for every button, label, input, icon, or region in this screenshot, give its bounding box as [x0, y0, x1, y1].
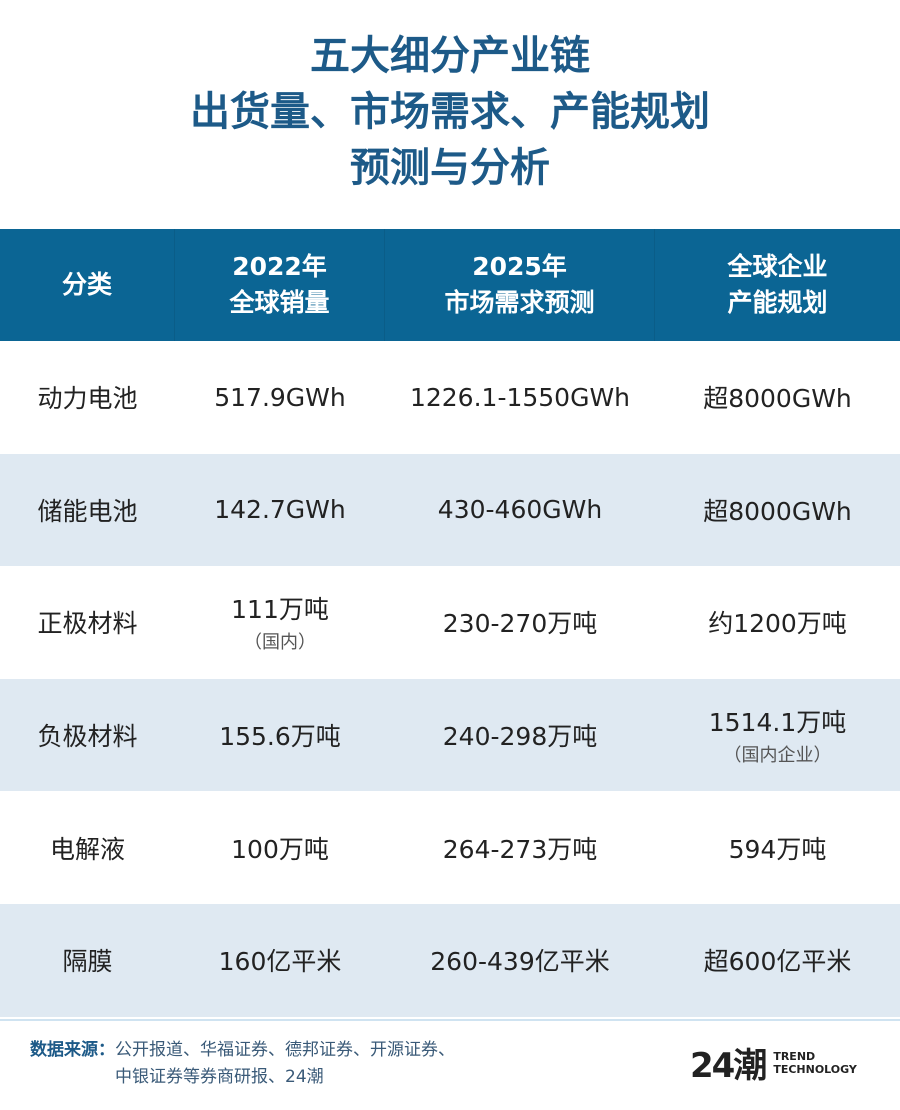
header-text: 产能规划	[727, 288, 828, 317]
cell-value: 负极材料	[37, 722, 138, 752]
cell-value: 约1200万吨	[708, 609, 847, 639]
cell-capacity: 超8000GWh	[655, 454, 900, 567]
header-text: 全球企业	[727, 252, 828, 281]
page-title: 五大细分产业链 出货量、市场需求、产能规划 预测与分析	[0, 28, 900, 196]
cell-capacity: 1514.1万吨 （国内企业）	[655, 679, 900, 792]
table-row: 储能电池 142.7GWh 430-460GWh 超8000GWh	[0, 453, 900, 567]
brand-logo: 24潮 TREND TECHNOLOGY	[690, 1038, 857, 1087]
header-capacity: 全球企业 产能规划	[655, 229, 900, 341]
data-table: 分类 2022年全球销量 2025年市场需求预测 全球企业产能规划 动力电池 51…	[0, 229, 900, 1017]
source-line-1: 公开报道、华福证券、德邦证券、开源证券、	[115, 1040, 455, 1060]
table-row: 动力电池 517.9GWh 1226.1-1550GWh 超8000GWh	[0, 341, 900, 454]
cell-value: 230-270万吨	[442, 609, 598, 639]
cell-demand: 260-439亿平米	[385, 904, 655, 1017]
logo-line-1: TREND	[773, 1049, 816, 1063]
cell-sales: 100万吨	[175, 791, 385, 904]
header-text: 2022年	[232, 252, 327, 281]
cell-demand: 1226.1-1550GWh	[385, 341, 655, 454]
cell-category: 电解液	[0, 791, 175, 904]
cell-category: 正极材料	[0, 566, 175, 679]
cell-demand: 430-460GWh	[385, 454, 655, 567]
cell-value: 储能电池	[37, 496, 138, 526]
table-row: 电解液 100万吨 264-273万吨 594万吨	[0, 791, 900, 904]
table-row: 负极材料 155.6万吨 240-298万吨 1514.1万吨 （国内企业）	[0, 678, 900, 792]
cell-value: 1226.1-1550GWh	[409, 382, 631, 412]
data-source: 数据来源：公开报道、华福证券、德邦证券、开源证券、 中银证券等券商研报、24潮	[30, 1037, 455, 1091]
footer-divider	[0, 1019, 900, 1021]
cell-capacity: 594万吨	[655, 791, 900, 904]
cell-value: 430-460GWh	[437, 495, 603, 525]
cell-sales: 111万吨 （国内）	[175, 566, 385, 679]
header-sales: 2022年全球销量	[175, 229, 385, 341]
cell-value: 594万吨	[728, 834, 827, 864]
cell-value: 超8000GWh	[703, 384, 852, 414]
logo-line-2: TECHNOLOGY	[773, 1062, 857, 1076]
cell-value: 142.7GWh	[214, 495, 346, 525]
header-category: 分类	[0, 229, 175, 341]
cell-value: 超600亿平米	[703, 947, 852, 977]
header-text: 全球销量	[229, 288, 330, 317]
title-line-3: 预测与分析	[350, 145, 550, 191]
cell-category: 隔膜	[0, 904, 175, 1017]
cell-value: 超8000GWh	[703, 496, 852, 526]
table-row: 正极材料 111万吨 （国内） 230-270万吨 约1200万吨	[0, 566, 900, 679]
cell-value: 517.9GWh	[214, 382, 346, 412]
cell-value: 264-273万吨	[442, 834, 598, 864]
cell-value: 1514.1万吨	[708, 708, 847, 738]
cell-value: 160亿平米	[218, 947, 342, 977]
cell-capacity: 超8000GWh	[655, 341, 900, 454]
cell-note: （国内）	[244, 632, 316, 654]
cell-value: 动力电池	[37, 384, 138, 414]
logo-mark: 24潮	[690, 1046, 767, 1086]
cell-demand: 264-273万吨	[385, 791, 655, 904]
cell-category: 储能电池	[0, 454, 175, 567]
cell-category: 负极材料	[0, 679, 175, 792]
cell-demand: 230-270万吨	[385, 566, 655, 679]
table-header: 分类 2022年全球销量 2025年市场需求预测 全球企业产能规划	[0, 229, 900, 341]
cell-sales: 142.7GWh	[175, 454, 385, 567]
cell-note: （国内企业）	[723, 745, 832, 767]
cell-value: 111万吨	[231, 595, 329, 625]
cell-value: 电解液	[49, 834, 125, 864]
cell-value: 260-439亿平米	[430, 947, 610, 977]
cell-value: 隔膜	[62, 947, 113, 977]
cell-capacity: 超600亿平米	[655, 904, 900, 1017]
header-text: 分类	[61, 270, 112, 299]
cell-sales: 517.9GWh	[175, 341, 385, 454]
source-line-2: 中银证券等券商研报、24潮	[115, 1067, 324, 1087]
cell-capacity: 约1200万吨	[655, 566, 900, 679]
cell-value: 155.6万吨	[219, 722, 341, 752]
cell-sales: 160亿平米	[175, 904, 385, 1017]
cell-value: 100万吨	[231, 834, 329, 864]
header-demand: 2025年市场需求预测	[385, 229, 655, 341]
cell-demand: 240-298万吨	[385, 679, 655, 792]
source-label: 数据来源：	[30, 1040, 115, 1060]
logo-text: TREND TECHNOLOGY	[773, 1050, 857, 1076]
title-line-1: 五大细分产业链	[310, 33, 590, 79]
table-row: 隔膜 160亿平米 260-439亿平米 超600亿平米	[0, 903, 900, 1017]
header-text: 2025年	[472, 252, 567, 281]
cell-value: 正极材料	[37, 609, 138, 639]
title-line-2: 出货量、市场需求、产能规划	[190, 89, 710, 135]
cell-sales: 155.6万吨	[175, 679, 385, 792]
cell-category: 动力电池	[0, 341, 175, 454]
header-text: 市场需求预测	[444, 288, 595, 317]
cell-value: 240-298万吨	[442, 722, 598, 752]
